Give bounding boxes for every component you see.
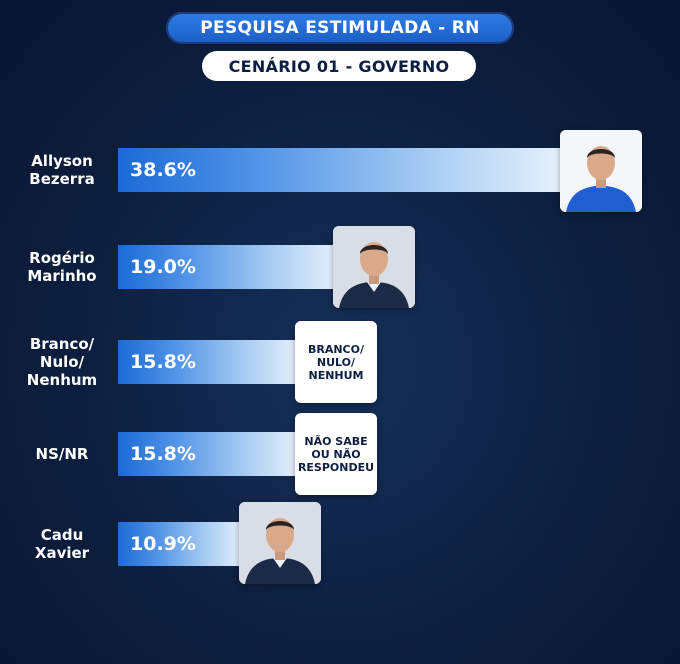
bar-category-label: NS/NR <box>35 445 89 463</box>
bar-value-label: 19.0% <box>130 256 196 278</box>
chart-title: PESQUISA ESTIMULADA - RN <box>166 12 514 44</box>
candidate-photo-icon <box>239 502 321 584</box>
bar-value-label: 38.6% <box>130 159 196 181</box>
bar: 38.6% <box>118 148 566 192</box>
candidate-photo-icon <box>333 226 415 308</box>
bar: 19.0% <box>118 245 339 289</box>
bar-category-label: Allyson Bezerra <box>29 152 95 188</box>
bar-category-label: Branco/ Nulo/ Nenhum <box>26 335 98 389</box>
bar-category-label: Cadu Xavier <box>34 526 90 562</box>
bar-value-label: 10.9% <box>130 533 196 555</box>
chart-subtitle: CENÁRIO 01 - GOVERNO <box>202 51 476 81</box>
bar: 15.8% <box>118 432 301 476</box>
bar-category-label: Rogério Marinho <box>27 249 97 285</box>
bar-value-label: 15.8% <box>130 443 196 465</box>
bar-value-label: 15.8% <box>130 351 196 373</box>
option-card: NÃO SABE OU NÃO RESPONDEU <box>295 413 377 495</box>
bar: 10.9% <box>118 522 245 566</box>
option-card: BRANCO/ NULO/ NENHUM <box>295 321 377 403</box>
bar: 15.8% <box>118 340 301 384</box>
candidate-photo-icon <box>560 130 642 212</box>
